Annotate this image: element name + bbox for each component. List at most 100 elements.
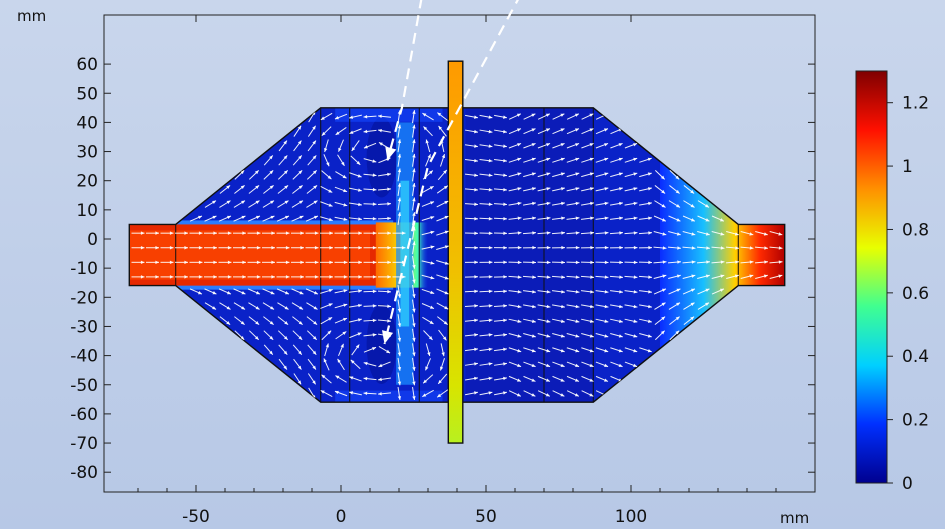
velocity-arrow <box>537 142 551 149</box>
velocity-arrow <box>363 260 377 265</box>
velocity-arrow <box>437 316 448 325</box>
velocity-arrow <box>247 288 261 295</box>
velocity-arrow <box>639 157 652 163</box>
velocity-arrow <box>436 260 449 265</box>
velocity-arrow <box>493 144 508 148</box>
velocity-arrow <box>493 275 508 279</box>
x-tick-label: 100 <box>615 507 647 527</box>
velocity-arrow <box>421 216 435 222</box>
velocity-arrow <box>146 246 159 250</box>
velocity-arrow <box>423 126 433 137</box>
velocity-arrow <box>189 260 203 265</box>
velocity-arrow <box>595 361 609 368</box>
velocity-arrow <box>377 304 392 308</box>
velocity-arrow <box>335 127 347 136</box>
velocity-arrow <box>581 375 594 382</box>
velocity-arrow <box>363 391 377 396</box>
velocity-arrow <box>740 260 754 264</box>
velocity-arrow <box>349 128 362 135</box>
velocity-arrow <box>437 112 448 121</box>
velocity-arrow <box>725 246 740 250</box>
velocity-arrow <box>551 275 566 279</box>
velocity-arrow <box>436 215 449 222</box>
velocity-arrow <box>581 113 594 120</box>
velocity-arrow <box>363 361 377 367</box>
velocity-arrow <box>624 347 638 353</box>
velocity-arrow <box>349 172 362 178</box>
velocity-arrow <box>349 332 362 339</box>
velocity-arrow <box>552 142 565 149</box>
velocity-arrow <box>146 275 159 279</box>
velocity-arrow <box>595 187 609 192</box>
velocity-arrow <box>335 375 347 383</box>
colorbar-tick-label: 1 <box>902 157 913 177</box>
streamline-annotations <box>381 0 519 345</box>
velocity-arrow <box>291 288 304 295</box>
y-tick-label: 40 <box>76 113 98 133</box>
velocity-arrow <box>219 185 231 194</box>
velocity-arrow <box>276 231 290 235</box>
velocity-arrow <box>204 215 217 222</box>
velocity-arrow <box>160 246 174 250</box>
velocity-arrow <box>291 246 304 250</box>
velocity-arrow <box>291 275 304 279</box>
velocity-arrow <box>247 260 261 265</box>
velocity-arrow <box>160 260 174 265</box>
velocity-arrow <box>306 170 318 180</box>
velocity-arrow <box>351 344 360 356</box>
colorbar-tick-label: 0.6 <box>902 284 929 304</box>
velocity-arrow <box>566 260 580 265</box>
velocity-arrow <box>624 231 638 235</box>
velocity-arrow <box>537 157 551 163</box>
velocity-arrow <box>479 347 493 352</box>
velocity-arrow <box>189 246 203 250</box>
velocity-arrow <box>508 318 522 323</box>
velocity-arrow <box>464 318 479 323</box>
velocity-arrow <box>609 290 624 294</box>
velocity-arrow <box>755 274 768 280</box>
velocity-arrow <box>523 142 536 149</box>
velocity-arrow <box>320 260 333 265</box>
velocity-arrow <box>479 333 493 337</box>
velocity-arrow <box>306 330 318 341</box>
velocity-arrow <box>305 215 319 222</box>
y-tick-label: 30 <box>76 143 98 163</box>
velocity-arrow <box>377 114 392 119</box>
velocity-arrow <box>189 231 203 235</box>
velocity-arrow <box>293 125 302 137</box>
velocity-arrow <box>523 187 536 192</box>
velocity-arrow <box>769 231 783 236</box>
velocity-arrow <box>566 304 580 309</box>
velocity-arrow <box>412 124 416 138</box>
velocity-arrow <box>363 158 377 163</box>
velocity-arrow <box>335 331 347 340</box>
velocity-arrow <box>551 245 566 250</box>
velocity-arrow <box>363 304 377 308</box>
velocity-arrow <box>321 126 332 137</box>
velocity-arrow <box>494 376 507 381</box>
velocity-arrow <box>595 290 609 294</box>
velocity-arrow <box>581 347 594 353</box>
velocity-arrow <box>276 215 290 222</box>
velocity-arrow <box>479 231 493 235</box>
y-tick-label: -50 <box>70 376 98 396</box>
velocity-arrow <box>493 217 508 221</box>
velocity-arrow <box>465 129 478 134</box>
velocity-arrow <box>523 347 536 353</box>
velocity-arrow <box>754 260 769 264</box>
velocity-arrow <box>204 288 217 295</box>
velocity-arrow <box>566 332 580 338</box>
velocity-arrow <box>654 302 666 310</box>
colorbar-tick-label: 0 <box>902 474 913 494</box>
velocity-arrow <box>363 231 377 235</box>
velocity-arrow <box>440 153 446 167</box>
velocity-arrow <box>479 246 493 250</box>
velocity-arrow <box>131 231 145 235</box>
velocity-arrow <box>248 200 260 208</box>
velocity-arrow <box>334 231 348 235</box>
velocity-arrow <box>624 318 638 323</box>
velocity-arrow <box>508 128 522 135</box>
velocity-arrow <box>377 172 392 177</box>
velocity-arrow <box>609 231 624 235</box>
velocity-arrow <box>552 113 565 120</box>
